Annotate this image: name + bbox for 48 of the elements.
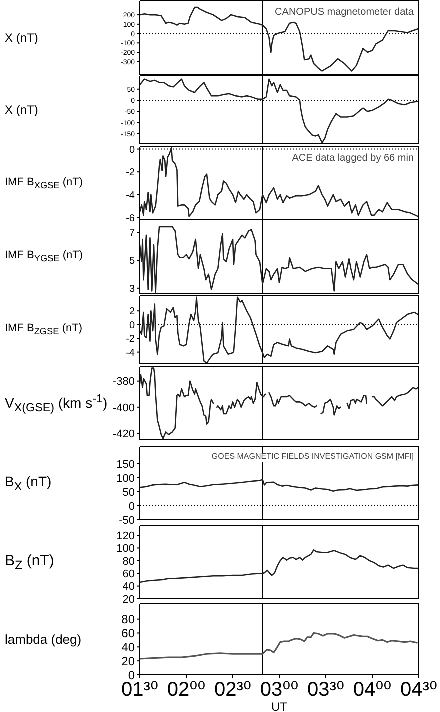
annotation: CANOPUS magnetometer data [275,7,414,18]
y-tick-label: 7 [129,228,136,240]
x-tick-label: 04⁰⁰ [353,679,392,701]
y-axis-title: V$_{X(GSE)}$ (km s$^{-1}$) [5,392,108,416]
y-tick-label: 40 [122,581,135,594]
y-tick-label: 120 [116,530,135,542]
y-tick-label: 80 [122,556,135,568]
y-tick-label: -6 [126,213,136,224]
y-tick-label: -380 [112,376,135,388]
x-tick-label: 04³⁰ [400,679,438,701]
y-tick-label: 150 [116,458,135,471]
y-tick-label: 60 [122,626,136,640]
x-tick-label: 02⁰⁰ [167,679,206,701]
y-tick-label: -50 [119,514,135,527]
y-tick-label: 5 [129,256,136,268]
y-axis-title: X (nT) [5,102,38,118]
y-axis-title: IMF B$_{YGSE}$ (nT) [5,249,84,265]
y-tick-label: 20 [122,594,135,606]
y-tick-label: 0 [128,500,135,513]
annotation: GOES MAGNETIC FIELDS INVESTIGATION GSM [MFI] [212,452,414,462]
y-tick-label: -4 [126,348,136,359]
y-axis-title: lambda (deg) [5,632,82,648]
y-tick-label: -2 [126,334,136,346]
y-tick-label: 100 [116,543,135,556]
y-tick-label: 100 [116,472,135,485]
y-tick-label: 2 [129,306,136,318]
y-tick-label: 0 [129,144,136,156]
y-tick-label: -420 [112,428,135,440]
y-tick-label: 0 [129,320,136,332]
y-tick-label: 3 [129,284,136,295]
y-tick-label: 60 [122,568,135,581]
y-tick-label: -2 [126,168,136,179]
y-axis-title: B$_{X}$ (nT) [5,473,52,494]
annotation: ACE data lagged by 66 min [292,153,414,164]
y-axis-title: IMF B$_{ZGSE}$ (nT) [5,322,83,338]
x-axis-title: UT [272,700,288,712]
y-tick-label: -400 [112,402,135,414]
y-tick-label: 40 [122,640,136,654]
y-tick-label: 50 [122,486,135,499]
y-tick-label: 20 [122,654,136,668]
x-tick-label: 03⁰⁰ [260,679,299,701]
x-tick-label: 02³⁰ [214,679,252,701]
x-tick-label: 03³⁰ [308,679,344,701]
y-tick-label: 80 [122,612,136,627]
y-axis-title: X (nT) [5,30,38,46]
y-axis-title: B$_{Z}$ (nT) [5,552,54,573]
y-tick-label: -4 [126,190,136,202]
y-axis-title: IMF B$_{XGSE}$ (nT) [5,176,84,192]
